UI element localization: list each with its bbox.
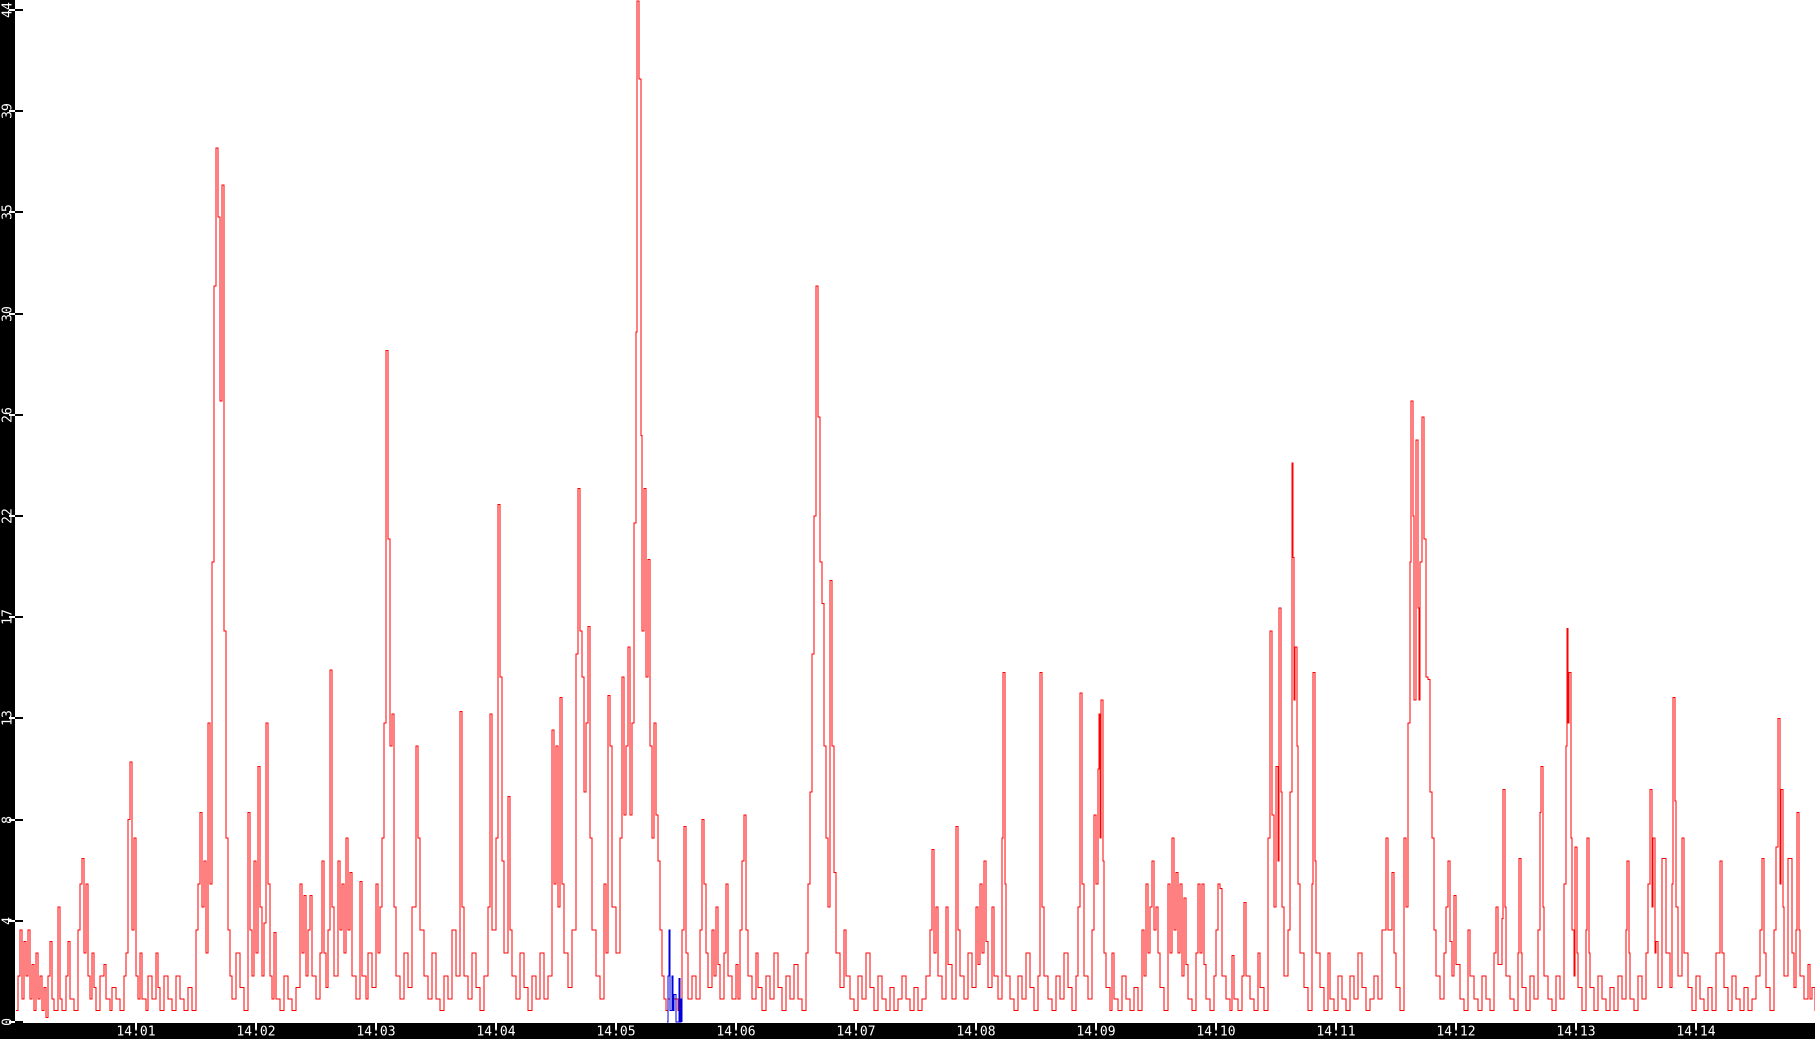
y-axis-tick — [9, 819, 15, 821]
y-axis-label: 0 — [0, 1018, 16, 1026]
y-axis-label: 26 — [0, 407, 16, 423]
x-axis-label: 14:01 — [116, 1024, 156, 1039]
y-axis-tick — [9, 616, 15, 618]
x-axis-tick — [1095, 1023, 1097, 1029]
x-axis-label: 14:10 — [1196, 1024, 1236, 1039]
x-axis-tick — [1575, 1023, 1577, 1029]
y-axis-tick — [15, 920, 23, 922]
x-axis-label: 14:02 — [236, 1024, 276, 1039]
x-axis-label: 14:05 — [596, 1024, 636, 1039]
x-axis-tick — [1695, 1023, 1697, 1029]
y-axis-tick — [9, 211, 15, 213]
y-axis-label: 39 — [0, 103, 16, 119]
x-axis-tick — [1455, 1023, 1457, 1029]
x-axis-label: 14:11 — [1316, 1024, 1356, 1039]
x-axis-label: 14:09 — [1076, 1024, 1116, 1039]
axis-ticks — [9, 9, 1697, 1029]
y-axis-label: 8 — [0, 816, 16, 824]
x-axis-tick — [135, 1023, 137, 1029]
x-axis-tick — [375, 1023, 377, 1029]
y-axis-tick — [15, 515, 23, 517]
x-axis-label: 14:14 — [1676, 1024, 1716, 1039]
y-axis-tick — [15, 414, 23, 416]
secondary-series-line — [667, 929, 683, 1023]
x-axis-tick — [855, 1023, 857, 1029]
y-axis-tick — [9, 920, 15, 922]
y-axis-tick — [15, 313, 23, 315]
y-axis-tick — [9, 414, 15, 416]
x-axis-label: 14:13 — [1556, 1024, 1596, 1039]
y-axis-tick — [15, 1021, 23, 1023]
y-axis-label: 13 — [0, 710, 16, 726]
y-axis-tick — [15, 110, 23, 112]
x-axis-label: 14:08 — [956, 1024, 996, 1039]
y-axis-tick — [9, 9, 15, 11]
y-axis-label: 30 — [0, 306, 16, 322]
y-axis-tick — [9, 717, 15, 719]
x-axis-label: 14:06 — [716, 1024, 756, 1039]
x-axis-tick — [495, 1023, 497, 1029]
x-axis-tick — [1215, 1023, 1217, 1029]
y-axis-label: 4 — [0, 917, 16, 925]
y-axis-tick — [9, 313, 15, 315]
x-axis-tick — [255, 1023, 257, 1029]
x-axis-label: 14:07 — [836, 1024, 876, 1039]
x-axis-label: 14:03 — [356, 1024, 396, 1039]
y-axis-label: 44 — [0, 2, 16, 18]
primary-series-line — [16, 0, 1815, 1018]
y-axis-label: 17 — [0, 609, 16, 625]
y-axis-label: 22 — [0, 508, 16, 524]
y-axis-tick — [9, 515, 15, 517]
y-axis-tick — [15, 9, 23, 11]
x-axis-tick — [1335, 1023, 1337, 1029]
x-axis-tick — [975, 1023, 977, 1029]
y-axis-tick — [15, 211, 23, 213]
y-axis-bar — [0, 0, 15, 1039]
y-axis-tick — [15, 819, 23, 821]
y-axis-tick — [15, 616, 23, 618]
x-axis-label: 14:12 — [1436, 1024, 1476, 1039]
y-axis-tick — [9, 1021, 15, 1023]
y-axis-tick — [15, 717, 23, 719]
x-axis-tick — [735, 1023, 737, 1029]
y-axis-tick — [9, 110, 15, 112]
x-axis-label: 14:04 — [476, 1024, 516, 1039]
x-axis-bar — [0, 1023, 1815, 1039]
y-axis-label: 35 — [0, 204, 16, 220]
x-axis-tick — [615, 1023, 617, 1029]
